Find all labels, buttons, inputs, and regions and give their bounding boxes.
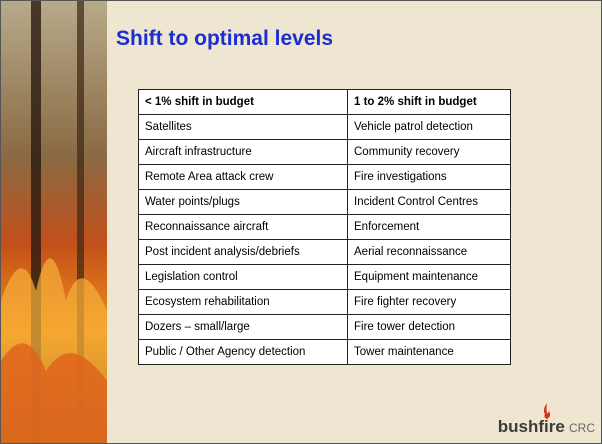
table-row: Reconnaissance aircraft Enforcement: [138, 214, 511, 240]
table-cell: Fire tower detection: [347, 314, 511, 340]
table-cell: Incident Control Centres: [347, 189, 511, 215]
table-row: Remote Area attack crew Fire investigatio…: [138, 164, 511, 190]
logo-flame: [543, 403, 551, 419]
table-row: Satellites Vehicle patrol detection: [138, 114, 511, 140]
table-row: Water points/plugs Incident Control Centr…: [138, 189, 511, 215]
header-cell: < 1% shift in budget: [138, 89, 348, 115]
table-cell: Tower maintenance: [347, 339, 511, 365]
header-cell: 1 to 2% shift in budget: [347, 89, 511, 115]
table-row: Post incident analysis/debriefs Aerial re…: [138, 239, 511, 265]
table-cell: Community recovery: [347, 139, 511, 165]
table-row: Public / Other Agency detection Tower mai…: [138, 339, 511, 365]
logo-name: bushfire: [497, 417, 565, 436]
table-cell: Aircraft infrastructure: [138, 139, 348, 165]
table-cell: Remote Area attack crew: [138, 164, 348, 190]
table-cell: Fire investigations: [347, 164, 511, 190]
table-cell: Legislation control: [138, 264, 348, 290]
header-row: < 1% shift in budget 1 to 2% shift in bud…: [138, 89, 511, 115]
budget-table: < 1% shift in budget 1 to 2% shift in bud…: [138, 89, 511, 365]
logo-suffix: CRC: [569, 421, 595, 435]
table-cell: Public / Other Agency detection: [138, 339, 348, 365]
slide-title: Shift to optimal levels: [116, 27, 334, 50]
table-cell: Water points/plugs: [138, 189, 348, 215]
table-cell: Reconnaissance aircraft: [138, 214, 348, 240]
table-row: Dozers – small/large Fire tower detection: [138, 314, 511, 340]
table-cell: Satellites: [138, 114, 348, 140]
table-cell: Dozers – small/large: [138, 314, 348, 340]
table-cell: Vehicle patrol detection: [347, 114, 511, 140]
table-cell: Enforcement: [347, 214, 511, 240]
table-cell: Post incident analysis/debriefs: [138, 239, 348, 265]
table-row: Ecosystem rehabilitation Fire fighter rec…: [138, 289, 511, 315]
table-row: Aircraft infrastructure Community recover…: [138, 139, 511, 165]
table-cell: Equipment maintenance: [347, 264, 511, 290]
fire-image: [1, 1, 107, 443]
table-cell: Fire fighter recovery: [347, 289, 511, 315]
logo: bushfire CRC: [498, 417, 595, 437]
table-cell: Ecosystem rehabilitation: [138, 289, 348, 315]
table-row: Legislation control Equipment maintenance: [138, 264, 511, 290]
table-cell: Aerial reconnaissance: [347, 239, 511, 265]
